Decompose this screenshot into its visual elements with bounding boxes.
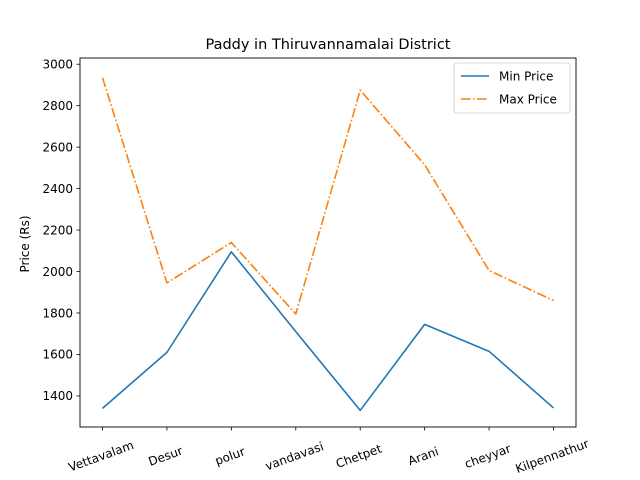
y-tick-label: 3000 bbox=[42, 58, 73, 72]
y-axis-ticks: 1400 1600 1800 2000 2200 2400 2600 2800 3000 bbox=[42, 58, 80, 403]
y-axis-label: Price (Rs) bbox=[18, 215, 32, 272]
y-tick-label: 1600 bbox=[42, 348, 73, 362]
series-line-min-price bbox=[101, 251, 555, 412]
plot-area-frame bbox=[79, 57, 577, 428]
y-tick-label: 2400 bbox=[42, 182, 73, 196]
series-line-max-price bbox=[101, 77, 554, 315]
series-lines bbox=[101, 77, 555, 412]
legend-label: Min Price bbox=[499, 70, 553, 84]
chart-title: Paddy in Thiruvannamalai District bbox=[205, 37, 450, 53]
legend-label: Max Price bbox=[499, 93, 557, 107]
y-tick-label: 1800 bbox=[42, 306, 73, 320]
legend: Min Price Max Price bbox=[453, 62, 571, 114]
y-tick-label: 2200 bbox=[42, 223, 73, 237]
y-tick-label: 2000 bbox=[42, 265, 73, 279]
y-tick-label: 1400 bbox=[42, 389, 73, 403]
y-tick-label: 2600 bbox=[42, 140, 73, 154]
y-tick-label: 2800 bbox=[42, 99, 73, 113]
